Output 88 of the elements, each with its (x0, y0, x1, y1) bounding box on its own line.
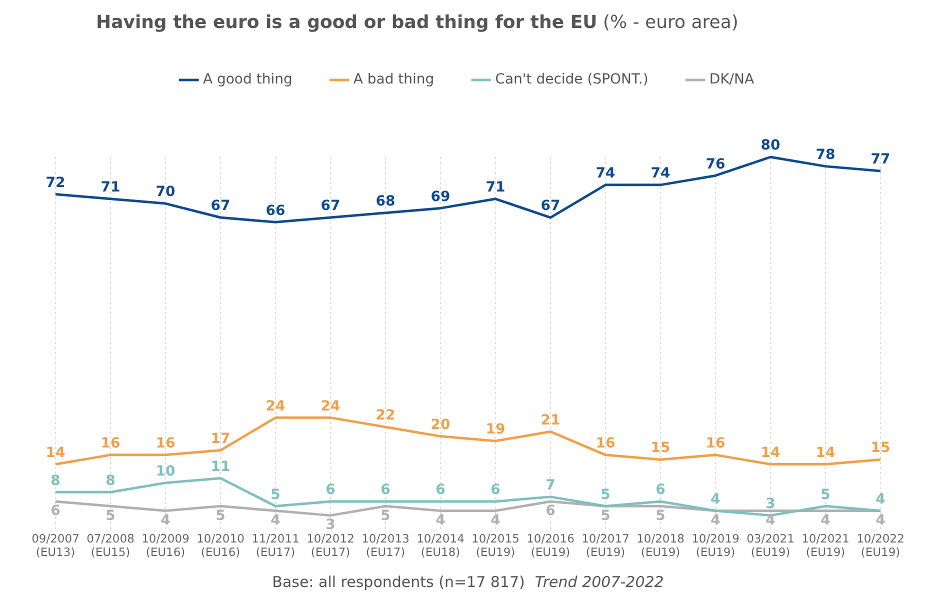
data-label: 70 (156, 184, 176, 200)
data-label: 67 (320, 198, 340, 214)
data-label: 67 (540, 198, 560, 214)
data-label: 10 (156, 463, 176, 480)
data-label: 4 (270, 512, 281, 528)
data-label: 72 (46, 174, 66, 191)
data-label: 71 (100, 180, 120, 196)
data-label: 6 (436, 482, 446, 498)
data-label: 5 (600, 508, 610, 524)
data-label: 68 (376, 194, 396, 210)
data-label: 3 (766, 496, 776, 512)
legend-label: Can't decide (SPONT.) (495, 72, 648, 88)
x-tick-label: 09/2007 (EU13) (32, 531, 80, 560)
x-tick-label: 10/2015 (EU19) (472, 531, 520, 560)
text: Base: all respondents (n=17 817) (272, 573, 525, 591)
data-label: 16 (100, 436, 120, 452)
data-label: 76 (706, 156, 726, 172)
data-label: 17 (210, 430, 230, 447)
x-tick-label: 10/2021 (EU19) (802, 531, 850, 560)
data-label: 24 (266, 398, 286, 414)
data-label: 5 (106, 508, 116, 524)
data-label: 19 (486, 422, 506, 438)
legend-label: DK/NA (709, 72, 754, 88)
data-label: 71 (486, 180, 506, 196)
data-label: 80 (760, 138, 780, 154)
data-label: 20 (430, 416, 450, 433)
data-label: 6 (326, 482, 336, 498)
data-label: 67 (210, 198, 230, 214)
data-label: 14 (46, 444, 66, 461)
data-label: 22 (376, 408, 396, 424)
data-label: 66 (266, 202, 286, 219)
data-label: 74 (596, 166, 616, 182)
x-tick-label: 11/2011 (EU17) (252, 531, 300, 560)
data-label: 4 (710, 512, 721, 528)
data-label: 5 (216, 508, 226, 524)
legend-label: A bad thing (353, 72, 434, 88)
data-label: 4 (710, 491, 721, 508)
x-tick-label: 03/2021 (EU19) (746, 531, 794, 560)
data-label: 6 (50, 503, 60, 520)
data-label: 21 (540, 412, 560, 428)
data-label: 5 (270, 486, 280, 503)
data-label: 74 (650, 166, 670, 182)
data-label: 4 (160, 512, 171, 528)
chart-title: Having the euro is a good or bad thing for the EU (96, 12, 598, 33)
data-label: 6 (546, 503, 556, 520)
data-label: 5 (380, 508, 390, 524)
data-label: 8 (106, 472, 116, 489)
data-label: 16 (596, 436, 616, 452)
data-label: 4 (436, 512, 446, 528)
x-tick-label: 10/2017 (EU19) (582, 531, 630, 560)
x-tick-label: 10/2019 (EU19) (692, 531, 740, 560)
data-label: 16 (156, 436, 176, 452)
data-label: 16 (706, 436, 726, 452)
data-label: 5 (600, 486, 610, 503)
data-label: 7 (546, 477, 556, 494)
chart-subtitle: (% - euro area) (602, 12, 738, 33)
data-label: 6 (380, 482, 390, 498)
legend-label: A good thing (202, 72, 292, 88)
data-label: 5 (656, 508, 666, 524)
x-tick-label: 10/2009 (EU16) (142, 531, 190, 560)
data-label: 14 (760, 444, 780, 461)
data-label: 11 (210, 458, 230, 475)
x-tick-label: 10/2022 (EU19) (856, 531, 904, 560)
data-label: 4 (766, 512, 776, 528)
data-label: 3 (326, 517, 336, 534)
data-label: 8 (50, 472, 60, 489)
x-tick-label: 10/2012 (EU17) (306, 531, 354, 560)
data-label: 69 (430, 188, 450, 205)
data-label: 78 (816, 146, 836, 163)
x-tick-label: 10/2013 (EU17) (362, 531, 410, 560)
data-label: 4 (876, 512, 886, 528)
text: Trend 2007-2022 (534, 573, 664, 591)
data-label: 15 (650, 440, 670, 456)
data-label: 15 (870, 440, 890, 456)
data-label: 14 (816, 444, 836, 461)
x-tick-label: 10/2018 (EU19) (636, 531, 684, 560)
data-label: 6 (656, 482, 666, 498)
data-label: 77 (870, 152, 890, 168)
data-label: 6 (490, 482, 500, 498)
x-tick-label: 10/2014 (EU18) (416, 531, 464, 560)
data-label: 5 (820, 486, 830, 503)
data-label: 4 (876, 491, 886, 508)
x-tick-label: 07/2008 (EU15) (86, 531, 134, 560)
x-tick-label: 10/2010 (EU16) (196, 531, 244, 560)
data-label: 4 (820, 512, 831, 528)
data-label: 4 (490, 512, 501, 528)
x-tick-label: 10/2016 (EU19) (526, 531, 574, 560)
data-label: 24 (320, 398, 340, 414)
